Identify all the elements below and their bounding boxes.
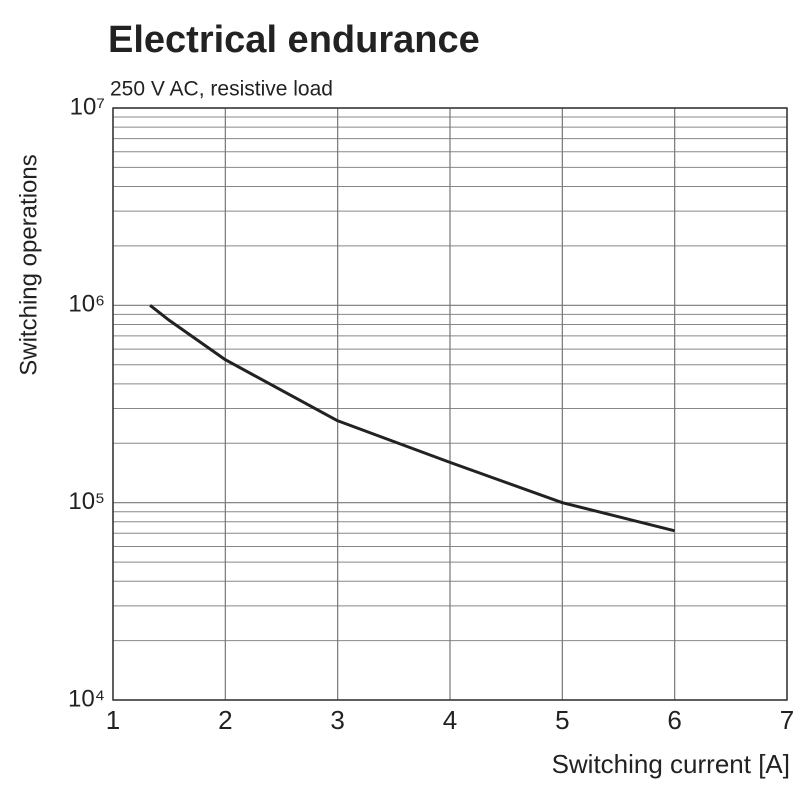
x-tick-label: 5 [555, 705, 569, 735]
x-tick-label: 7 [780, 705, 794, 735]
y-tick-label: 10⁴ [68, 685, 105, 712]
x-tick-label: 1 [106, 705, 120, 735]
y-tick-label: 10⁷ [70, 93, 105, 120]
y-tick-label: 10⁵ [68, 488, 105, 515]
data-line [149, 304, 676, 533]
y-tick-label: 10⁶ [68, 291, 105, 318]
x-axis-label: Switching current [A] [552, 749, 790, 779]
chart-title: Electrical endurance [108, 19, 480, 61]
chart-subtitle: 250 V AC, resistive load [110, 78, 333, 101]
x-tick-label: 4 [443, 705, 457, 735]
plot-frame [112, 107, 788, 701]
y-axis-label: Switching operations [15, 154, 42, 375]
x-tick-label: 2 [218, 705, 232, 735]
x-tick-label: 6 [667, 705, 681, 735]
x-tick-label: 3 [330, 705, 344, 735]
